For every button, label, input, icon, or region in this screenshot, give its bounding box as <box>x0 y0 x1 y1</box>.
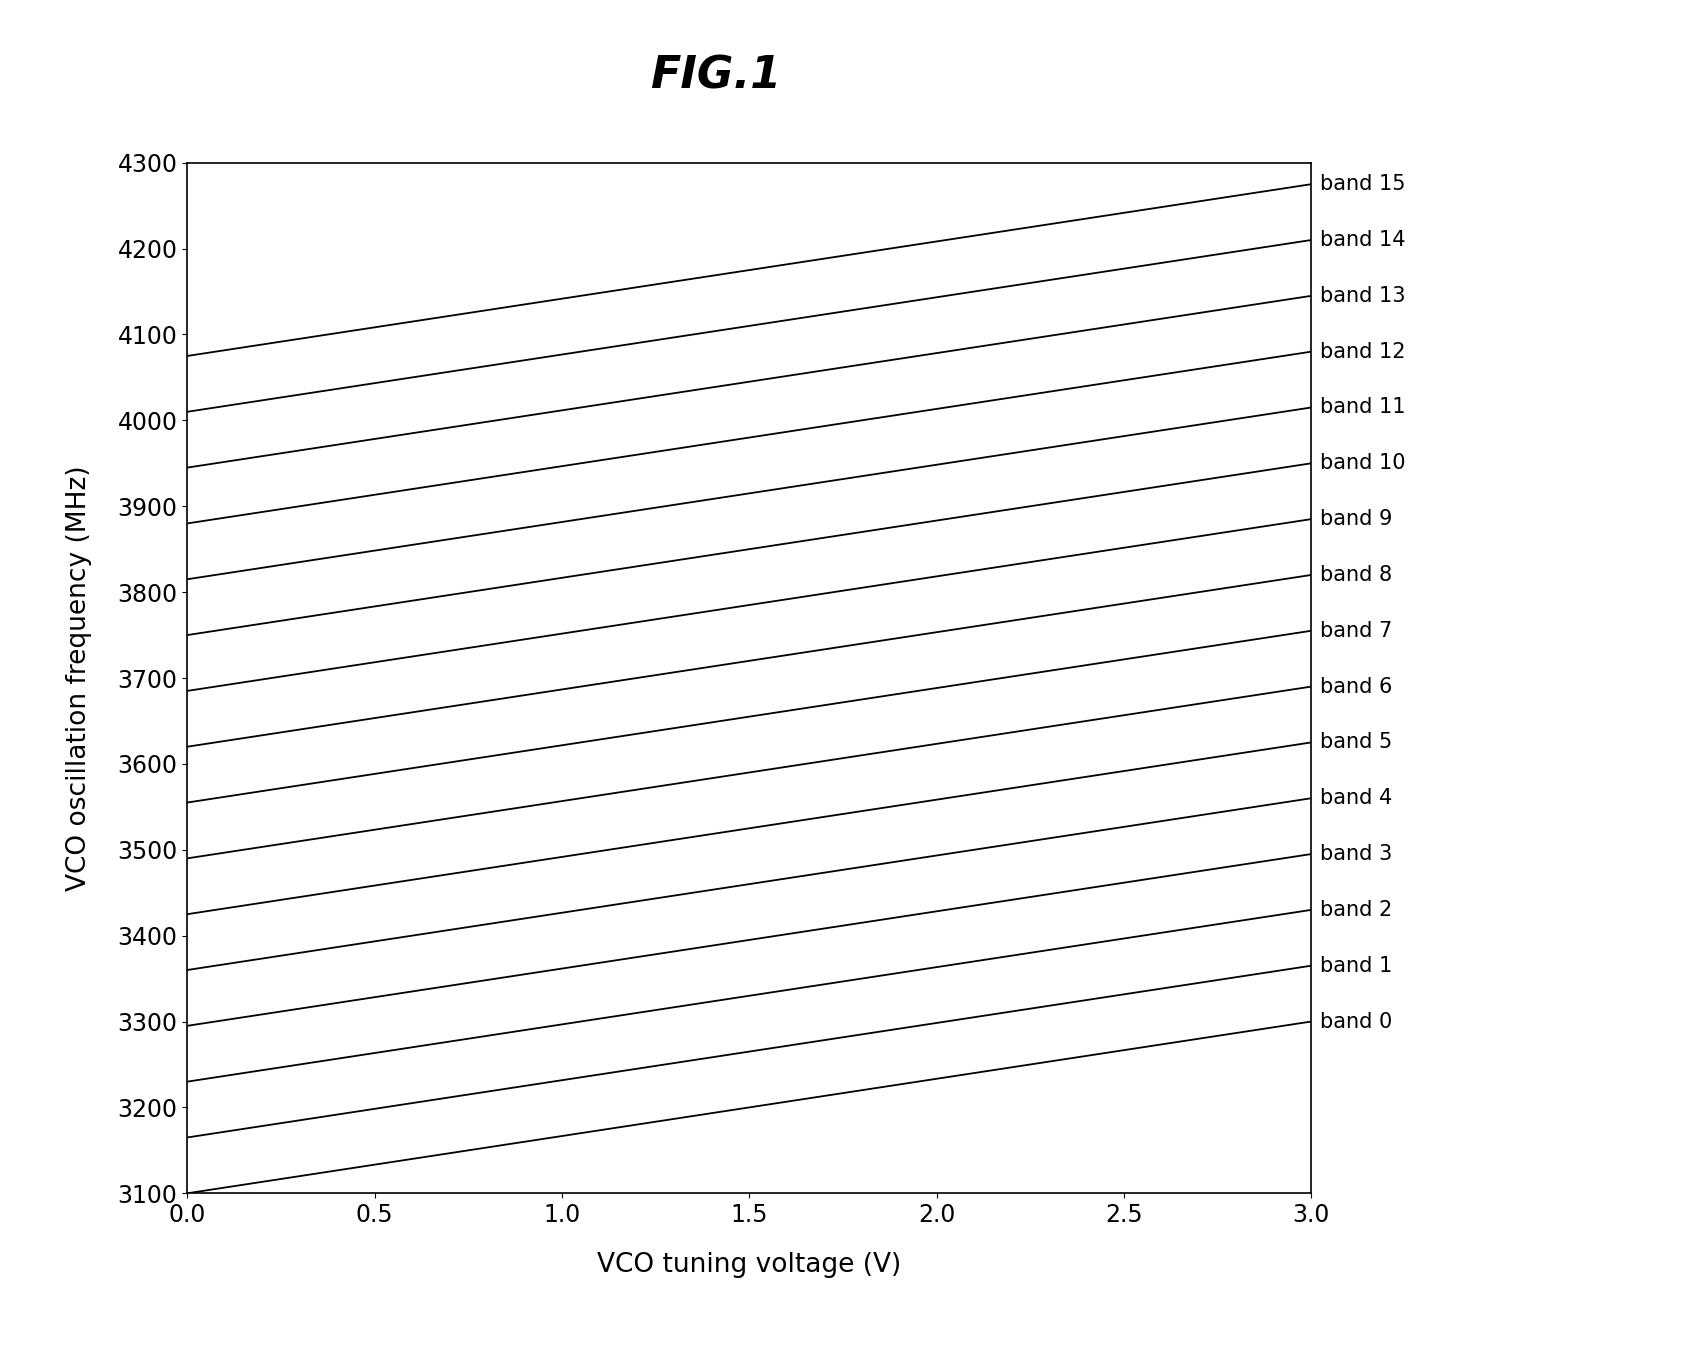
Y-axis label: VCO oscillation frequency (MHz): VCO oscillation frequency (MHz) <box>66 465 92 891</box>
Text: band 4: band 4 <box>1320 788 1391 808</box>
Text: band 10: band 10 <box>1320 453 1405 473</box>
Text: band 7: band 7 <box>1320 621 1391 641</box>
Text: band 9: band 9 <box>1320 508 1391 529</box>
Text: band 0: band 0 <box>1320 1012 1391 1032</box>
Text: band 15: band 15 <box>1320 174 1405 194</box>
Text: band 1: band 1 <box>1320 956 1391 976</box>
Text: band 2: band 2 <box>1320 900 1391 919</box>
Text: band 3: band 3 <box>1320 843 1391 864</box>
Text: band 5: band 5 <box>1320 732 1391 753</box>
Text: band 14: band 14 <box>1320 231 1405 250</box>
Text: band 13: band 13 <box>1320 286 1405 306</box>
Text: band 8: band 8 <box>1320 565 1391 584</box>
Text: FIG.1: FIG.1 <box>649 54 782 98</box>
Text: band 6: band 6 <box>1320 677 1391 697</box>
X-axis label: VCO tuning voltage (V): VCO tuning voltage (V) <box>598 1252 901 1277</box>
Text: band 12: band 12 <box>1320 342 1405 362</box>
Text: band 11: band 11 <box>1320 397 1405 418</box>
